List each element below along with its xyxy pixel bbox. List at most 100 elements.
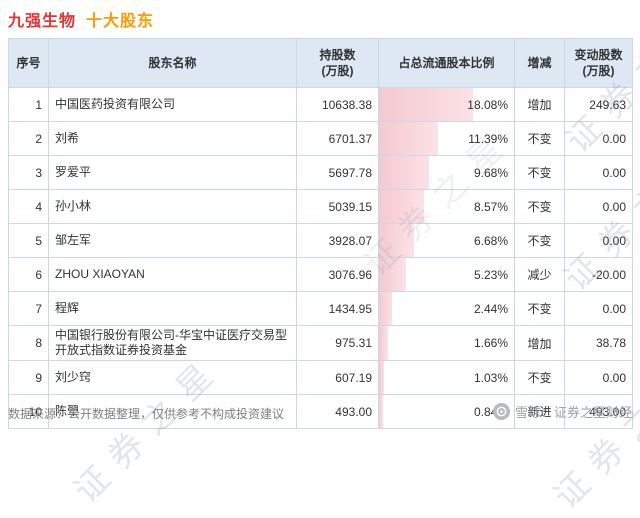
col-header-0: 序号 [8, 38, 49, 88]
table-row: 7 程辉 1434.95 2.44% 不变 0.00 [8, 291, 633, 326]
rank-cell: 1 [8, 87, 49, 122]
brand-separator: ： [540, 405, 554, 420]
col-header-1: 股东名称 [48, 38, 297, 88]
ratio-bar [379, 395, 384, 428]
shareholder-name-cell: 刘希 [48, 121, 297, 156]
table-header-row: 序号 股东名称 持股数 (万股) 占总流通股本比例 增减 变动股数 (万股) [8, 38, 633, 88]
shareholder-name-cell: 陈翚 [48, 394, 297, 429]
ratio-label: 11.39% [468, 131, 508, 146]
shareholder-name-cell: 中国医药投资有限公司 [48, 87, 297, 122]
ratio-cell: 1.03% [378, 360, 515, 395]
col-header-2: 持股数 (万股) [296, 38, 379, 88]
col-header-5: 变动股数 (万股) [564, 38, 633, 88]
ratio-cell: 0.84% [378, 394, 515, 429]
table-header: 序号 股东名称 持股数 (万股) 占总流通股本比例 增减 变动股数 (万股) [8, 38, 633, 88]
ratio-bar [379, 224, 414, 257]
delta-shares-cell: -20.00 [564, 257, 633, 292]
ratio-bar [379, 122, 439, 155]
change-direction-cell: 不变 [514, 121, 565, 156]
change-direction-cell: 不变 [514, 360, 565, 395]
shares-held-cell: 975.31 [296, 325, 379, 361]
shareholder-name-cell: 中国银行股份有限公司-华宝中证医疗交易型开放式指数证券投资基金 [48, 325, 297, 361]
shares-held-cell: 5039.15 [296, 189, 379, 224]
ratio-cell: 18.08% [378, 87, 515, 122]
shareholder-name-cell: 罗爱平 [48, 155, 297, 190]
col-header-4: 增减 [514, 38, 565, 88]
rank-cell: 5 [8, 223, 49, 258]
shareholder-name-cell: 邹左军 [48, 223, 297, 258]
delta-shares-cell: 0.00 [564, 360, 633, 395]
change-direction-cell: 增加 [514, 325, 565, 361]
shareholder-name-cell: ZHOU XIAOYAN [48, 257, 297, 292]
rank-cell: 6 [8, 257, 49, 292]
rank-cell: 8 [8, 325, 49, 361]
delta-shares-cell: 0.00 [564, 121, 633, 156]
change-direction-cell: 减少 [514, 257, 565, 292]
change-direction-cell: 不变 [514, 155, 565, 190]
ratio-cell: 2.44% [378, 291, 515, 326]
change-direction-cell: 不变 [514, 189, 565, 224]
ratio-bar [379, 258, 407, 291]
rank-cell: 3 [8, 155, 49, 190]
rank-cell: 7 [8, 291, 49, 326]
delta-shares-cell: 249.63 [564, 87, 633, 122]
table-row: 5 邹左军 3928.07 6.68% 不变 0.00 [8, 223, 633, 258]
xueqiu-logo-icon [492, 403, 510, 420]
delta-shares-cell: 0.00 [564, 189, 633, 224]
shareholder-name-cell: 刘少窍 [48, 360, 297, 395]
ratio-bar [379, 88, 473, 121]
delta-shares-cell: 493.00 [564, 394, 633, 429]
source-note: 数据来源：公开数据整理，仅供参考不构成投资建议 [8, 407, 285, 421]
delta-shares-cell: 0.00 [564, 291, 633, 326]
rank-cell: 2 [8, 121, 49, 156]
ratio-cell: 5.23% [378, 257, 515, 292]
shares-held-cell: 6701.37 [296, 121, 379, 156]
table-row: 2 刘希 6701.37 11.39% 不变 0.00 [8, 121, 633, 156]
table-row: 3 罗爱平 5697.78 9.68% 不变 0.00 [8, 155, 633, 190]
ratio-cell: 9.68% [378, 155, 515, 190]
ratio-label: 18.08% [467, 97, 508, 112]
ratio-label: 9.68% [473, 165, 508, 180]
shares-held-cell: 607.19 [296, 360, 379, 395]
brand-site: 雪球 [514, 405, 541, 420]
shareholders-table: 序号 股东名称 持股数 (万股) 占总流通股本比例 增减 变动股数 (万股) 1 中国医药投资有… [8, 38, 633, 429]
shares-held-cell: 10638.38 [296, 87, 379, 122]
ratio-label: 5.23% [473, 267, 508, 282]
rank-cell: 4 [8, 189, 49, 224]
change-direction-cell: 新进 [514, 394, 565, 429]
table-row: 8 中国银行股份有限公司-华宝中证医疗交易型开放式指数证券投资基金 975.31 1.… [8, 325, 633, 361]
brand-footer: 雪球：证券之星财经 [492, 402, 632, 421]
shareholder-name-cell: 程辉 [48, 291, 297, 326]
change-direction-cell: 增加 [514, 87, 565, 122]
table-row: 4 孙小林 5039.15 8.57% 不变 0.00 [8, 189, 633, 224]
ratio-cell: 6.68% [378, 223, 515, 258]
shares-held-cell: 5697.78 [296, 155, 379, 190]
table-row: 1 中国医药投资有限公司 10638.38 18.08% 增加 249.63 [8, 87, 633, 122]
delta-shares-cell: 0.00 [564, 223, 633, 258]
page-title: 九强生物 十大股东 [8, 7, 154, 31]
table-row: 6 ZHOU XIAOYAN 3076.96 5.23% 减少 -20.00 [8, 257, 633, 292]
ratio-label: 1.03% [473, 370, 508, 385]
change-direction-cell: 不变 [514, 223, 565, 258]
delta-shares-cell: 38.78 [564, 325, 633, 361]
shares-held-cell: 3928.07 [296, 223, 379, 258]
ratio-label: 2.44% [473, 301, 508, 316]
ratio-label: 8.57% [473, 199, 508, 214]
ratio-bar [379, 190, 424, 223]
rank-cell: 9 [8, 360, 49, 395]
col-header-3: 占总流通股本比例 [378, 38, 515, 88]
ratio-bar [379, 156, 430, 189]
shares-held-cell: 493.00 [296, 394, 379, 429]
shares-held-cell: 3076.96 [296, 257, 379, 292]
shareholder-name-cell: 孙小林 [48, 189, 297, 224]
change-direction-cell: 不变 [514, 291, 565, 326]
rank-cell: 10 [8, 394, 49, 429]
shares-held-cell: 1434.95 [296, 291, 379, 326]
ratio-cell: 8.57% [378, 189, 515, 224]
stock-name: 九强生物 [8, 13, 77, 30]
ratio-label: 1.66% [473, 336, 508, 350]
ratio-bar [379, 361, 385, 394]
ratio-bar [379, 326, 388, 360]
table-row: 10 陈翚 493.00 0.84% 新进 493.00 [8, 394, 633, 429]
ratio-bar [379, 292, 392, 325]
